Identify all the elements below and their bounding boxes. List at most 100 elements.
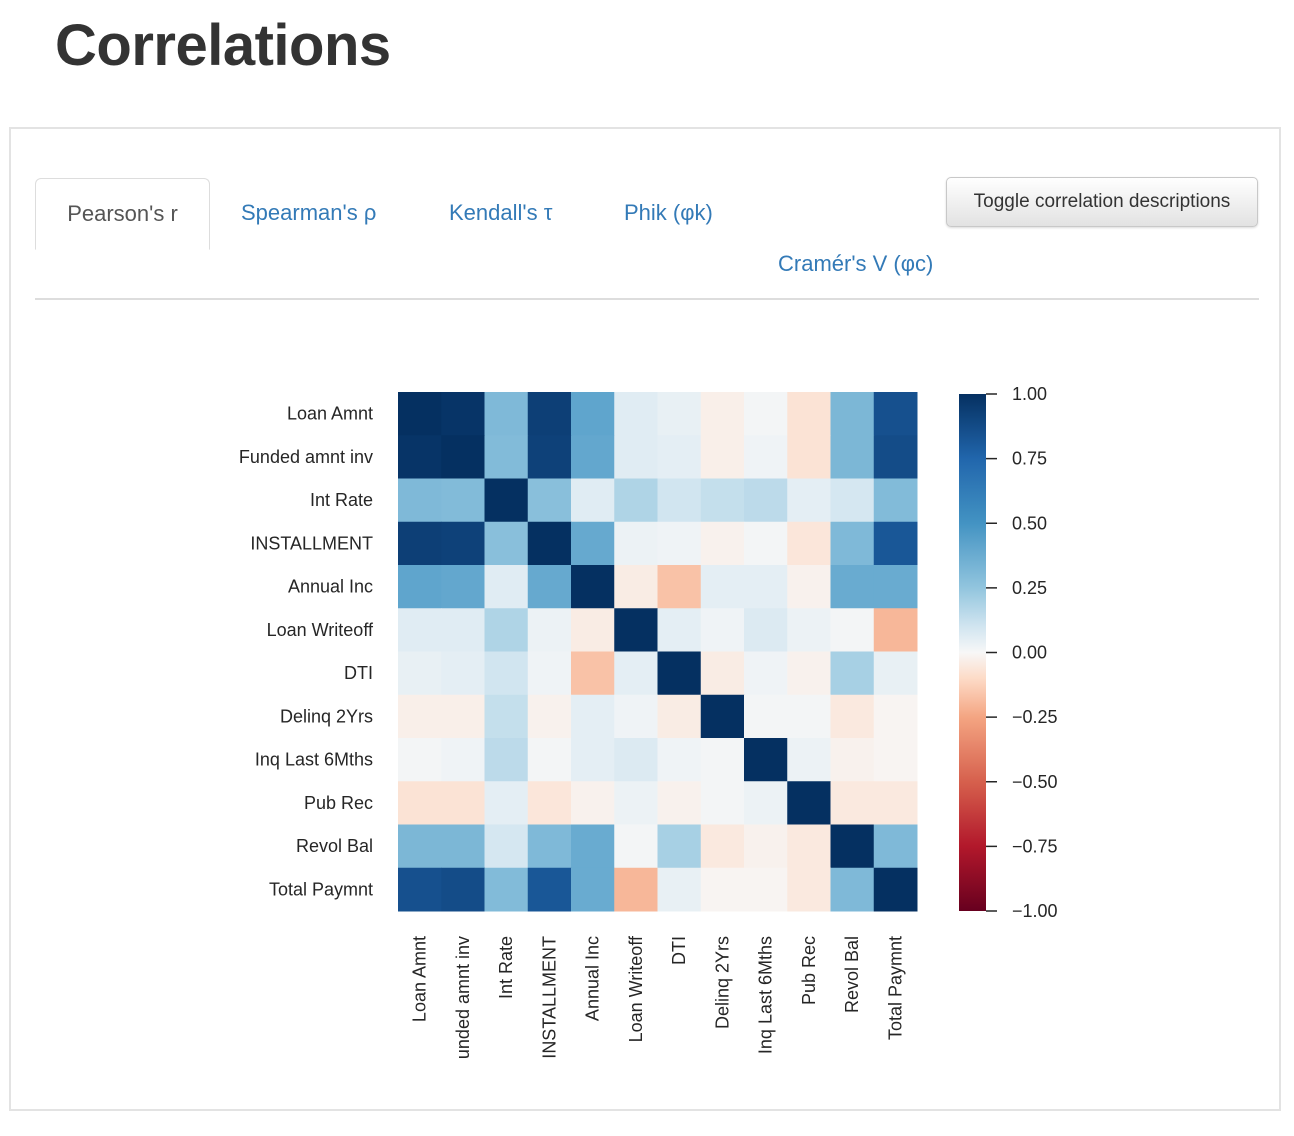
x-tick-label: Revol Bal bbox=[842, 936, 862, 1013]
heatmap-cell bbox=[527, 694, 572, 739]
heatmap-cell bbox=[484, 392, 529, 436]
heatmap-cell bbox=[787, 392, 831, 436]
heatmap-cell bbox=[398, 478, 442, 523]
heatmap-cell bbox=[657, 435, 702, 479]
heatmap-cell bbox=[441, 521, 485, 566]
heatmap-cell bbox=[484, 608, 529, 652]
tab-pearson[interactable]: Pearson's r bbox=[35, 178, 210, 250]
heatmap-cell bbox=[571, 738, 615, 782]
y-tick-label: Delinq 2Yrs bbox=[280, 706, 373, 726]
heatmap-cell bbox=[700, 608, 745, 652]
heatmap-cell bbox=[614, 565, 658, 609]
y-tick-label: Funded amnt inv bbox=[239, 447, 373, 467]
heatmap-cell bbox=[571, 608, 615, 652]
heatmap-cell bbox=[787, 521, 831, 566]
colorbar-gradient bbox=[959, 394, 986, 911]
heatmap-cell bbox=[787, 694, 831, 739]
heatmap-cell bbox=[744, 435, 788, 479]
y-tick-label: Pub Rec bbox=[304, 793, 373, 813]
heatmap-cell bbox=[441, 824, 485, 869]
heatmap-cell bbox=[527, 608, 572, 652]
heatmap-cell bbox=[830, 694, 875, 739]
heatmap-cell bbox=[527, 392, 572, 436]
heatmap-cell bbox=[830, 867, 875, 912]
y-tick-label: Loan Writeoff bbox=[267, 620, 374, 640]
y-tick-label: Int Rate bbox=[310, 490, 373, 510]
heatmap-cell bbox=[398, 738, 442, 782]
heatmap-cell bbox=[744, 521, 788, 566]
heatmap-cell bbox=[398, 521, 442, 566]
y-tick-label: DTI bbox=[344, 663, 373, 683]
heatmap-cell bbox=[527, 435, 572, 479]
heatmap-cell bbox=[398, 392, 442, 436]
heatmap-cell bbox=[873, 867, 918, 912]
heatmap-cell bbox=[700, 781, 745, 825]
heatmap-cell bbox=[700, 738, 745, 782]
tab-phik[interactable]: Phik (φk) bbox=[624, 200, 713, 225]
heatmap-cell bbox=[830, 392, 875, 436]
heatmap-cell bbox=[873, 651, 918, 696]
colorbar-tick-label: −0.50 bbox=[1012, 772, 1058, 792]
heatmap-cell bbox=[484, 781, 529, 825]
heatmap-cell bbox=[744, 478, 788, 523]
heatmap-cell bbox=[614, 738, 658, 782]
heatmap-cell bbox=[484, 694, 529, 739]
heatmap-cell bbox=[614, 392, 658, 436]
heatmap-cell bbox=[873, 435, 918, 479]
heatmap-cell bbox=[398, 781, 442, 825]
heatmap-cell bbox=[787, 565, 831, 609]
heatmap-cell bbox=[873, 781, 918, 825]
heatmap-cell bbox=[571, 565, 615, 609]
heatmap-cell bbox=[527, 824, 572, 869]
heatmap-cell bbox=[657, 521, 702, 566]
heatmap-cell bbox=[873, 824, 918, 869]
heatmap-cell bbox=[873, 392, 918, 436]
heatmap-cell bbox=[527, 478, 572, 523]
page-title: Correlations bbox=[55, 13, 391, 78]
heatmap-cell bbox=[441, 478, 485, 523]
heatmap-cell bbox=[614, 824, 658, 869]
colorbar-tick-label: 0.75 bbox=[1012, 449, 1047, 469]
heatmap-cell bbox=[527, 781, 572, 825]
heatmap-cell bbox=[527, 651, 572, 696]
heatmap-cell bbox=[484, 738, 529, 782]
heatmap-cell bbox=[484, 867, 529, 912]
heatmap-cell bbox=[830, 824, 875, 869]
heatmap-cell bbox=[657, 867, 702, 912]
tab-spearman[interactable]: Spearman's ρ bbox=[241, 200, 377, 225]
heatmap-cell bbox=[787, 478, 831, 523]
x-tick-label: unded amnt inv bbox=[453, 936, 473, 1059]
heatmap-cell bbox=[484, 478, 529, 523]
heatmap-cell bbox=[787, 651, 831, 696]
heatmap-cell bbox=[398, 824, 442, 869]
y-tick-label: INSTALLMENT bbox=[250, 533, 373, 553]
heatmap-cell bbox=[571, 824, 615, 869]
heatmap-cell bbox=[830, 738, 875, 782]
heatmap-cell bbox=[614, 781, 658, 825]
heatmap-cell bbox=[398, 565, 442, 609]
heatmap-cell bbox=[571, 694, 615, 739]
x-tick-label: Inq Last 6Mths bbox=[756, 936, 776, 1054]
colorbar-tick-label: −0.25 bbox=[1012, 707, 1058, 727]
x-tick-label: Loan Amnt bbox=[410, 936, 430, 1022]
toggle-descriptions-button[interactable]: Toggle correlation descriptions bbox=[946, 177, 1258, 227]
tab-kendall[interactable]: Kendall's τ bbox=[449, 200, 553, 225]
heatmap-cell bbox=[657, 392, 702, 436]
x-tick-label: INSTALLMENT bbox=[539, 936, 559, 1059]
heatmap-cells bbox=[398, 392, 918, 912]
heatmap-cell bbox=[700, 824, 745, 869]
heatmap-cell bbox=[398, 608, 442, 652]
heatmap-cell bbox=[527, 738, 572, 782]
y-tick-label: Annual Inc bbox=[288, 577, 373, 597]
heatmap-cell bbox=[571, 651, 615, 696]
heatmap-cell bbox=[657, 565, 702, 609]
heatmap-cell bbox=[873, 521, 918, 566]
heatmap-cell bbox=[614, 651, 658, 696]
y-tick-label: Inq Last 6Mths bbox=[255, 750, 373, 770]
heatmap-cell bbox=[700, 565, 745, 609]
heatmap-cell bbox=[484, 824, 529, 869]
heatmap-cell bbox=[441, 565, 485, 609]
heatmap-cell bbox=[744, 867, 788, 912]
heatmap-cell bbox=[744, 738, 788, 782]
tab-cramers-v[interactable]: Cramér's V (φc) bbox=[778, 251, 934, 276]
